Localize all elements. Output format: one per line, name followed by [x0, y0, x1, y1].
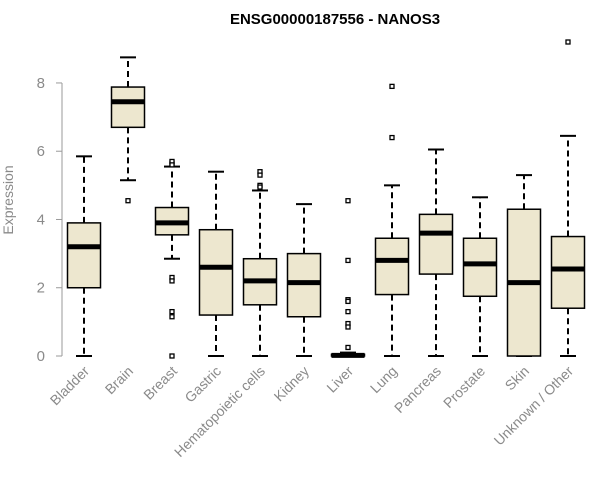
y-tick-label: 4 — [37, 211, 45, 228]
outlier-point — [345, 344, 351, 351]
outlier-point — [345, 257, 351, 264]
box-skin — [506, 174, 542, 357]
y-tick-label: 0 — [37, 348, 45, 365]
category-label: Skin — [502, 363, 533, 394]
box-hematopoietic-cells — [242, 169, 278, 357]
outlier-point — [169, 353, 175, 359]
category-label: Gastric — [181, 363, 224, 406]
category-label: Bladder — [47, 363, 93, 409]
outlier-point — [345, 308, 351, 315]
outlier-point — [345, 298, 351, 305]
outlier-point — [257, 184, 263, 190]
category-label: Lung — [367, 363, 400, 396]
iqr-box — [374, 237, 410, 296]
iqr-box — [110, 86, 146, 129]
outlier-point — [345, 198, 351, 204]
y-tick-label: 2 — [37, 280, 45, 297]
box-kidney — [286, 203, 322, 357]
box-breast — [154, 158, 190, 359]
category-label: Brain — [102, 363, 136, 397]
outlier-point — [125, 198, 131, 204]
outlier-point — [389, 134, 395, 141]
outlier-point — [257, 172, 263, 178]
outlier-point — [169, 278, 175, 284]
box-brain — [110, 56, 146, 204]
outlier-point — [389, 83, 395, 90]
category-label: Liver — [323, 363, 356, 396]
y-axis-label: Expression — [0, 165, 16, 234]
category-label: Kidney — [271, 363, 313, 405]
category-label: Pancreas — [391, 363, 444, 416]
iqr-box — [418, 213, 454, 275]
iqr-box — [198, 228, 234, 316]
y-tick-label: 8 — [37, 75, 45, 92]
iqr-box — [550, 235, 586, 309]
category-label: Prostate — [440, 363, 488, 411]
box-liver — [330, 198, 366, 358]
outlier-point — [565, 39, 571, 45]
outlier-point — [169, 162, 175, 168]
outlier-point — [345, 324, 351, 330]
boxes-layer — [66, 39, 586, 359]
chart-title: ENSG00000187556 - NANOS3 — [230, 11, 440, 28]
category-label: Breast — [140, 363, 180, 403]
iqr-box — [286, 252, 322, 318]
box-unknown-other — [550, 39, 586, 357]
y-tick-label: 6 — [37, 143, 45, 160]
box-lung — [374, 83, 410, 357]
box-pancreas — [418, 148, 454, 357]
outlier-point — [169, 308, 175, 315]
y-axis: 0 2 4 6 8 — [37, 75, 63, 365]
box-bladder — [66, 155, 102, 357]
box-prostate — [462, 196, 498, 357]
outlier-point — [169, 314, 175, 320]
category-label: Unknown / Other — [491, 363, 577, 449]
iqr-box — [66, 222, 102, 289]
iqr-box — [462, 237, 498, 298]
box-gastric — [198, 170, 234, 357]
